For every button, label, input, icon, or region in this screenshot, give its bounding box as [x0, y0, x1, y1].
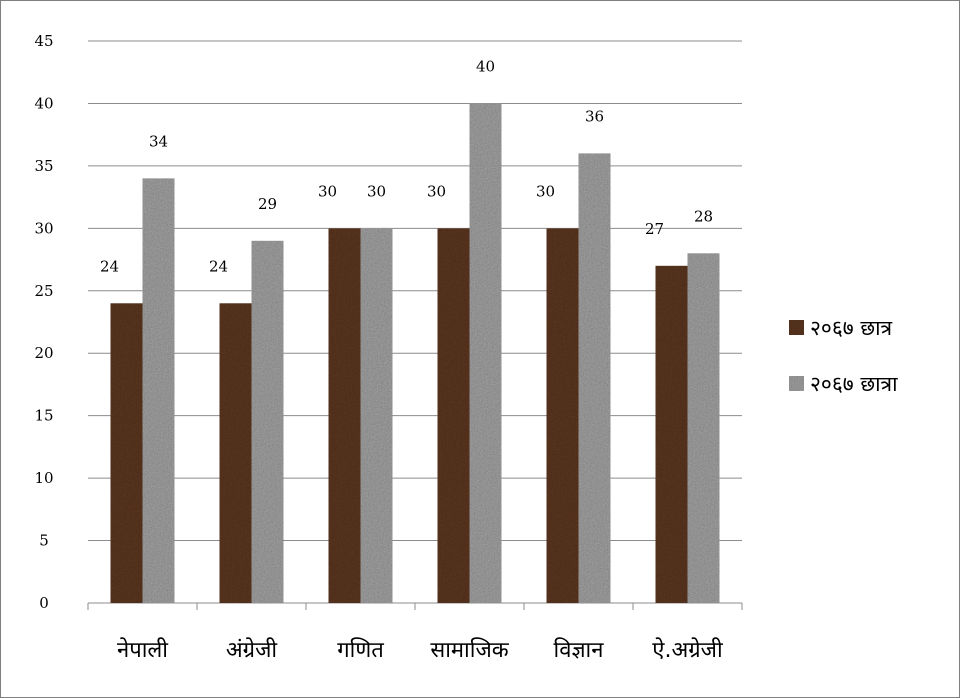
data-label: 34 — [149, 132, 168, 150]
y-tick-label: 10 — [34, 469, 53, 487]
y-tick-label: 45 — [34, 32, 53, 50]
y-tick-label: 25 — [34, 282, 53, 300]
data-label: 29 — [258, 195, 277, 213]
data-label: 30 — [367, 182, 386, 200]
x-tick-label: गणित — [337, 637, 384, 663]
data-labels: 24 24 30 30 30 27 34 29 30 40 36 28 — [100, 57, 713, 275]
bar — [328, 228, 361, 604]
x-tick-label: अंग्रेजी — [226, 637, 278, 663]
bars — [110, 103, 720, 604]
bar — [578, 153, 611, 603]
data-label: 40 — [476, 57, 495, 75]
data-label: 28 — [694, 207, 713, 225]
legend-label: २०६७ छात्रा — [810, 372, 898, 396]
y-tick-label: 35 — [34, 157, 53, 175]
data-label: 30 — [318, 182, 337, 200]
axes: 0 5 10 15 20 25 30 35 40 45 नेपाली अंग्रेजी गणित सामा… — [34, 32, 743, 663]
bar — [219, 303, 252, 603]
y-tick-label: 5 — [39, 532, 49, 550]
bar — [546, 228, 579, 604]
bar — [110, 303, 143, 603]
legend-swatch — [789, 320, 804, 335]
y-tick-label: 15 — [34, 407, 53, 425]
data-label: 30 — [536, 182, 555, 200]
y-tick-label: 20 — [34, 344, 53, 362]
x-tick-label: ऐ.अग्रेजी — [652, 637, 723, 663]
bar — [469, 103, 502, 603]
data-label: 36 — [585, 107, 604, 125]
legend-swatch — [789, 376, 804, 391]
legend: २०६७ छात्र २०६७ छात्रा — [789, 316, 898, 396]
x-tick-label: नेपाली — [117, 637, 168, 663]
y-tick-label: 30 — [34, 219, 53, 237]
bar — [687, 253, 720, 604]
x-tick-label: सामाजिक — [430, 637, 509, 663]
data-label: 24 — [209, 257, 228, 275]
bar — [142, 178, 175, 603]
gridlines — [88, 40, 742, 542]
x-tick-label: विज्ञान — [554, 637, 605, 663]
data-label: 24 — [100, 257, 119, 275]
bar — [360, 228, 393, 604]
y-tick-label: 40 — [34, 94, 53, 112]
legend-label: २०६७ छात्र — [810, 316, 893, 340]
data-label: 30 — [427, 182, 446, 200]
bar — [437, 228, 470, 604]
y-tick-label: 0 — [39, 594, 49, 612]
data-label: 27 — [645, 220, 664, 238]
bar — [655, 265, 688, 603]
bar — [251, 240, 284, 604]
